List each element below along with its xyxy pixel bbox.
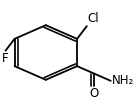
Text: F: F	[2, 52, 8, 65]
Text: O: O	[89, 87, 99, 100]
Text: NH₂: NH₂	[112, 74, 134, 87]
Text: Cl: Cl	[88, 12, 99, 25]
